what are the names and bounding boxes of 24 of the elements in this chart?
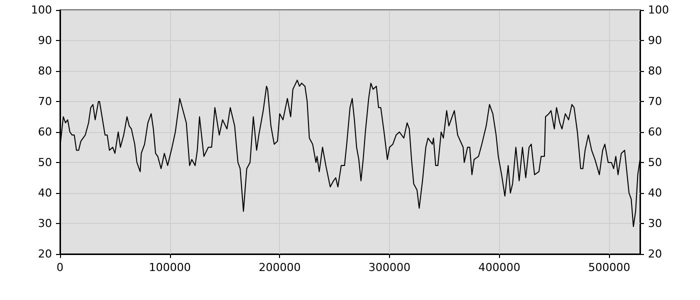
x-tick-label: 300000	[368, 261, 411, 274]
x-tick-label: 100000	[148, 261, 191, 274]
x-tick-label: 500000	[588, 261, 630, 274]
y2-tick-label: 40	[648, 186, 662, 200]
x-tick-label: 0	[56, 261, 64, 274]
y-tick-label: 20	[38, 248, 52, 260]
y2-tick-label: 80	[648, 64, 662, 78]
y2-tick-label: 100	[648, 4, 669, 16]
y2-tick-label: 30	[648, 217, 662, 230]
y-tick-label: 100	[31, 4, 52, 16]
x-tick-label: 400000	[478, 261, 520, 274]
y-tick-label: 70	[38, 95, 52, 108]
y2-tick-label: 60	[648, 126, 662, 138]
y-tick-label: 80	[38, 64, 52, 78]
y2-tick-label: 70	[648, 95, 662, 108]
y-tick-label: 60	[38, 126, 52, 138]
y2-tick-label: 50	[648, 156, 662, 169]
y-tick-label: 40	[38, 186, 52, 200]
y2-tick-label: 90	[648, 34, 662, 47]
x-tick-label: 200000	[258, 261, 301, 274]
y-tick-label: 30	[38, 217, 52, 230]
y-tick-label: 90	[38, 34, 52, 47]
y-tick-label: 50	[38, 156, 52, 169]
y2-tick-label: 20	[648, 248, 662, 260]
